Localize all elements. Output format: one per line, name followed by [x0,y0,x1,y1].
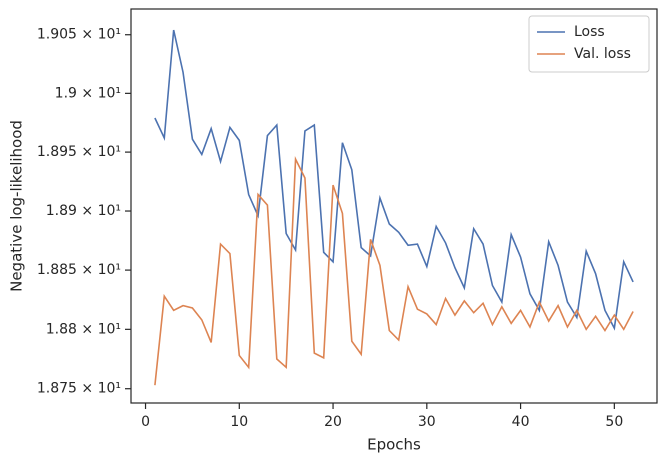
y-tick-label: 1.885 × 10¹ [37,262,121,278]
x-tick-label: 10 [230,414,248,430]
x-tick-label: 0 [141,414,150,430]
plot-frame [130,8,658,404]
x-tick-label: 20 [324,414,342,430]
legend-label: Val. loss [574,46,631,62]
y-tick-label: 1.875 × 10¹ [37,381,121,397]
series-line [154,29,634,331]
series-line [154,156,634,386]
x-axis-label: Epochs [367,436,421,454]
y-tick-label: 1.895 × 10¹ [37,144,121,160]
y-tick-label: 1.905 × 10¹ [37,27,121,43]
legend-box [528,15,650,73]
y-tick-label: 1.9 × 10¹ [55,85,121,101]
legend-label: Loss [574,24,605,40]
y-tick-label: 1.88 × 10¹ [46,321,121,337]
y-axis-label: Negative log-likelihood [8,120,26,292]
x-tick-label: 40 [512,414,530,430]
y-tick-label: 1.89 × 10¹ [46,203,121,219]
x-tick-label: 50 [605,414,623,430]
x-tick-label: 30 [418,414,436,430]
